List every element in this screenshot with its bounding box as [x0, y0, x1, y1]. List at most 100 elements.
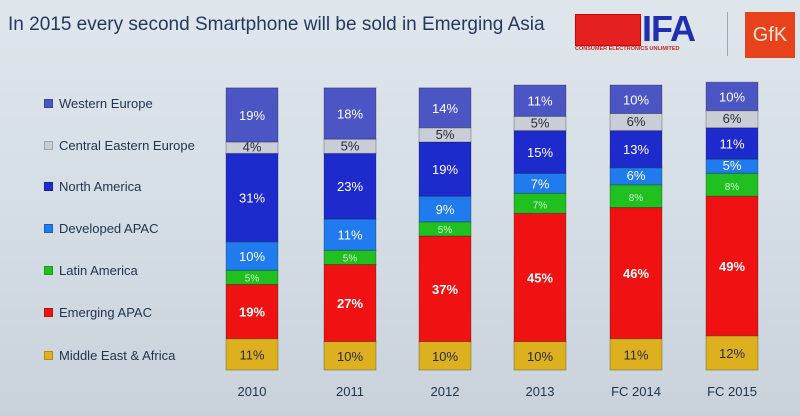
bar-segment: [513, 84, 567, 117]
data-label: 10%: [719, 89, 745, 104]
data-label: 45%: [527, 270, 553, 285]
data-label: 18%: [337, 107, 363, 122]
data-label: 8%: [629, 193, 644, 204]
bar-segment: [225, 87, 279, 143]
data-label: 5%: [343, 253, 358, 264]
data-label: 4%: [243, 140, 262, 155]
bar-segment: [323, 264, 377, 342]
data-label: 10%: [337, 349, 363, 364]
data-label: 19%: [432, 162, 458, 177]
data-label: 6%: [627, 168, 646, 183]
data-label: 10%: [623, 92, 649, 107]
legend-item: North America: [44, 179, 141, 194]
legend-swatch: [44, 308, 53, 317]
x-tick-label: 2012: [430, 384, 460, 399]
legend-label: Middle East & Africa: [59, 348, 176, 363]
bar-segment: [225, 241, 279, 271]
x-tick-label: 2013: [525, 384, 555, 399]
data-label: 12%: [719, 346, 745, 361]
bar-segment: [609, 84, 663, 114]
bar-segment: [609, 207, 663, 340]
data-label: 46%: [623, 266, 649, 281]
ifa-logo-text: IFA: [642, 8, 696, 49]
legend-label: North America: [59, 179, 142, 194]
chart-title: In 2015 every second Smartphone will be …: [8, 14, 545, 35]
bar-segment: [705, 127, 759, 160]
data-label: 37%: [432, 282, 458, 297]
data-label: 11%: [527, 94, 552, 109]
data-label: 10%: [432, 349, 458, 364]
bar-segment: [323, 218, 377, 251]
bar-segment: [513, 130, 567, 174]
ifa-logo-subtitle: CONSUMER ELECTRONICS UNLIMITED: [575, 46, 680, 52]
data-label: 10%: [527, 349, 553, 364]
data-label: 19%: [239, 305, 265, 320]
data-label: 7%: [531, 176, 550, 191]
gfk-logo: GfK: [745, 12, 795, 58]
ifa-face-icon: [575, 14, 641, 46]
data-label: 49%: [719, 259, 745, 274]
ifa-logo: IFA CONSUMER ELECTRONICS UNLIMITED: [575, 8, 715, 54]
data-label: 23%: [337, 179, 363, 194]
legend-label: Emerging APAC: [59, 305, 152, 320]
data-label: 7%: [533, 200, 548, 211]
bar-segment: [705, 81, 759, 112]
data-label: 8%: [725, 182, 740, 193]
x-tick-label: FC 2014: [611, 384, 661, 399]
data-label: 13%: [623, 142, 649, 157]
bar-segment: [609, 130, 663, 169]
legend-swatch: [44, 182, 53, 191]
data-label: 27%: [337, 296, 363, 311]
bar-segment: [418, 221, 472, 237]
data-label: 9%: [436, 202, 455, 217]
legend-label: Developed APAC: [59, 221, 159, 236]
bar-segment: [323, 341, 377, 371]
bar-segment: [418, 87, 472, 129]
legend-swatch: [44, 351, 53, 360]
bar-segment: [418, 141, 472, 197]
legend-label: Central Eastern Europe: [59, 138, 195, 153]
data-label: 5%: [245, 273, 260, 284]
legend-item: Western Europe: [44, 96, 153, 111]
logos: IFA CONSUMER ELECTRONICS UNLIMITED GfK: [575, 8, 795, 60]
data-label: 6%: [723, 111, 742, 126]
data-label: 11%: [337, 228, 362, 243]
data-label: 5%: [436, 127, 455, 142]
legend-swatch: [44, 141, 53, 150]
data-label: 11%: [719, 136, 744, 151]
legend-item: Middle East & Africa: [44, 348, 175, 363]
data-label: 19%: [239, 108, 265, 123]
data-label: 5%: [438, 225, 453, 236]
bar-segment: [609, 338, 663, 371]
logo-divider: [727, 12, 728, 56]
data-label: 15%: [527, 145, 553, 160]
legend-item: Developed APAC: [44, 221, 159, 236]
legend-item: Central Eastern Europe: [44, 138, 195, 153]
data-label: 31%: [239, 191, 265, 206]
x-tick-label: 2011: [336, 384, 364, 399]
data-label: 5%: [341, 138, 360, 153]
data-label: 5%: [531, 115, 550, 130]
legend-item: Latin America: [44, 263, 138, 278]
data-label: 14%: [432, 101, 458, 116]
legend-label: Latin America: [59, 263, 138, 278]
bar-segment: [705, 195, 759, 337]
x-tick-label: 2010: [237, 384, 267, 399]
data-label: 11%: [623, 347, 648, 362]
bar-segment: [418, 235, 472, 342]
bar-segment: [323, 152, 377, 220]
bar-segment: [323, 87, 377, 140]
bar-segment: [513, 341, 567, 371]
data-label: 5%: [723, 158, 742, 173]
bar-segment: [418, 341, 472, 371]
data-label: 6%: [627, 114, 646, 129]
legend-item: Emerging APAC: [44, 305, 152, 320]
bar-segment: [225, 338, 279, 371]
legend-label: Western Europe: [59, 96, 153, 111]
legend-swatch: [44, 99, 53, 108]
data-label: 10%: [239, 249, 265, 264]
legend-swatch: [44, 266, 53, 275]
data-label: 11%: [239, 347, 264, 362]
bar-segment: [225, 152, 279, 243]
